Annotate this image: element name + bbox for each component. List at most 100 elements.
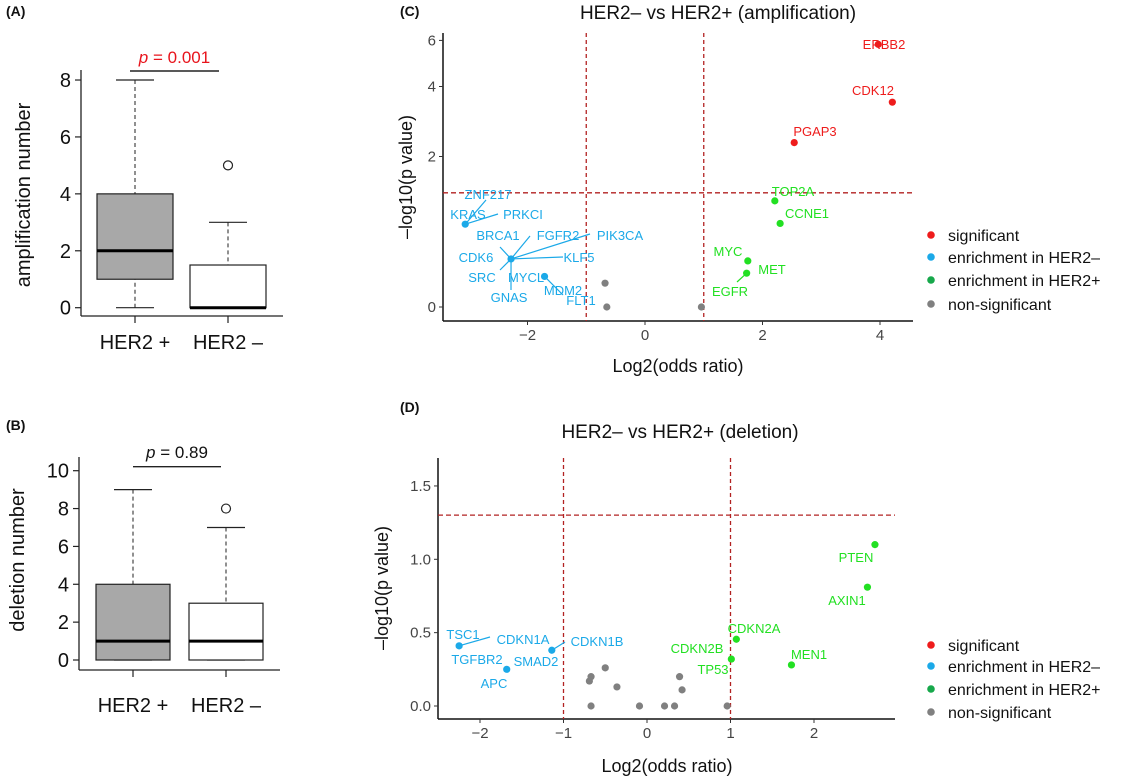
panel-label-c: (C) bbox=[400, 3, 419, 19]
panel-d-y-tick-label: 0.5 bbox=[410, 625, 431, 642]
panel-a-p-value-label: p = 0.001 bbox=[138, 48, 210, 67]
panel-c-x-tick-label: −2 bbox=[519, 327, 536, 344]
panel-c-label-leader-line bbox=[511, 256, 564, 260]
panel-c-data-point bbox=[603, 303, 611, 311]
panel-c-legend-dot bbox=[927, 231, 935, 239]
panel-c-data-point bbox=[507, 255, 515, 263]
panel-b-y-tick-label: 2 bbox=[58, 612, 69, 634]
panel-d-y-tick-label: 1.5 bbox=[410, 478, 431, 495]
panel-b-y-tick-label: 0 bbox=[58, 650, 69, 672]
panel-a-box bbox=[96, 193, 174, 280]
panel-d-legend-dot bbox=[927, 641, 935, 649]
panel-d-gene-label: TSC1 bbox=[446, 627, 479, 642]
panel-c-gene-label: MET bbox=[758, 262, 786, 277]
panel-d-gene-label: AXIN1 bbox=[828, 593, 866, 608]
panel-d-gene-label: CDKN2A bbox=[728, 621, 781, 636]
panel-a-y-tick-label: 2 bbox=[60, 241, 71, 263]
panel-d-x-tick-label: 1 bbox=[726, 725, 734, 742]
panel-c-data-point bbox=[771, 197, 779, 205]
panel-d-data-point bbox=[587, 702, 595, 710]
panel-c-gene-label: TOP2A bbox=[772, 184, 815, 199]
panel-c-gene-label: MDM2 bbox=[544, 283, 582, 298]
panel-c-gene-label: FLT1 bbox=[566, 293, 595, 308]
panel-d-x-tick-label: −2 bbox=[471, 725, 488, 742]
panel-c-gene-label: PIK3CA bbox=[597, 228, 644, 243]
panel-c-gene-label: ERBB2 bbox=[863, 37, 906, 52]
panel-d-data-point bbox=[660, 702, 669, 710]
panel-c-x-tick-label: 4 bbox=[876, 327, 884, 344]
panel-c-label-leader-line bbox=[544, 276, 564, 296]
panel-d-y-tick-label: 0.0 bbox=[410, 698, 431, 715]
panel-d-data-point bbox=[727, 655, 735, 663]
panel-d-data-point bbox=[670, 702, 679, 710]
panel-d-data-point bbox=[678, 686, 686, 694]
panel-label-b: (B) bbox=[6, 417, 25, 433]
panel-d-gene-label: MEN1 bbox=[791, 647, 827, 662]
panel-c-data-point bbox=[744, 257, 752, 265]
panel-a-box bbox=[189, 264, 267, 309]
panel-a-outlier-point bbox=[222, 160, 234, 171]
panel-c-title: HER2– vs HER2+ (amplification) bbox=[580, 3, 856, 24]
panel-d-x-axis-label: Log2(odds ratio) bbox=[601, 756, 732, 776]
panel-b-category-label: HER2 + bbox=[98, 695, 169, 717]
panel-b-box bbox=[188, 602, 264, 661]
panel-c-data-point bbox=[776, 219, 784, 228]
panel-c-data-point bbox=[540, 272, 549, 281]
panel-d-data-point bbox=[635, 702, 644, 710]
panel-d-data-point bbox=[455, 642, 463, 650]
panel-d-label-leader-line bbox=[458, 636, 491, 647]
panel-d-x-tick-label: −1 bbox=[555, 725, 572, 742]
panel-d-y-tick-label: 1.0 bbox=[410, 551, 431, 568]
panel-c-gene-label: CDK6 bbox=[459, 250, 494, 265]
panel-c-gene-label: GNAS bbox=[491, 290, 528, 305]
panel-c-label-leader-line bbox=[465, 213, 499, 225]
panel-a-category-label: HER2 – bbox=[193, 332, 264, 354]
panel-c-data-point bbox=[790, 139, 798, 147]
panel-b-box bbox=[95, 583, 171, 661]
panel-b-p-value: = 0.89 bbox=[160, 443, 208, 462]
panel-c-data-point bbox=[743, 269, 751, 277]
panel-c-gene-label: BRCA1 bbox=[476, 228, 519, 243]
panel-d-legend-label: non-significant bbox=[948, 705, 1052, 722]
panel-d-x-tick-label: 0 bbox=[643, 725, 651, 742]
panel-c-legend-label: enrichment in HER2+ bbox=[948, 273, 1101, 290]
panel-b-category-label: HER2 – bbox=[191, 695, 262, 717]
panel-d-legend-label: significant bbox=[948, 638, 1020, 655]
panel-c-gene-label: ZNF217 bbox=[465, 187, 512, 202]
panel-d-legend-dot bbox=[927, 708, 935, 716]
panel-c-data-point bbox=[888, 98, 896, 106]
panel-c-y-tick-label: 4 bbox=[428, 79, 436, 96]
panel-c-data-point bbox=[874, 40, 882, 48]
panel-c-label-leader-line bbox=[510, 235, 531, 260]
panel-d-gene-label: TGFBR2 bbox=[451, 652, 502, 667]
panel-d-gene-label: TP53 bbox=[697, 662, 728, 677]
panel-d-data-point bbox=[503, 665, 511, 673]
panel-b-y-tick-label: 6 bbox=[58, 536, 69, 558]
panel-d-x-tick-label: 2 bbox=[810, 725, 818, 742]
panel-c-legend-dot bbox=[927, 253, 935, 261]
panel-c-y-tick-label: 6 bbox=[428, 32, 436, 49]
panel-c-gene-label: EGFR bbox=[712, 284, 748, 299]
panel-b-p-symbol: p bbox=[145, 443, 160, 462]
panel-d-data-point bbox=[601, 664, 609, 672]
panel-c-gene-label: FGFR2 bbox=[537, 228, 580, 243]
panel-d-data-point bbox=[613, 683, 621, 691]
panel-a-y-axis-label: amplification number bbox=[13, 102, 35, 287]
panel-a-p-symbol: p bbox=[138, 48, 153, 67]
panel-c-gene-label: PGAP3 bbox=[793, 124, 836, 139]
panel-c-data-point bbox=[601, 279, 609, 287]
panel-c-x-tick-label: 2 bbox=[758, 327, 766, 344]
panel-label-d: (D) bbox=[400, 399, 419, 415]
panel-d-legend-dot bbox=[927, 685, 935, 693]
panel-c-legend-label: enrichment in HER2– bbox=[948, 250, 1100, 267]
panel-a-y-tick-label: 8 bbox=[60, 70, 71, 92]
panel-d-data-point bbox=[871, 541, 879, 549]
panel-d-gene-label: CDKN1A bbox=[497, 632, 550, 647]
panel-c-gene-label: CDK12 bbox=[852, 83, 894, 98]
panel-d-gene-label: CDKN1B bbox=[571, 634, 624, 649]
panel-c-gene-label: PRKCI bbox=[503, 207, 543, 222]
panel-c-legend-label: significant bbox=[948, 228, 1020, 245]
panel-b-outlier-point bbox=[220, 503, 232, 514]
